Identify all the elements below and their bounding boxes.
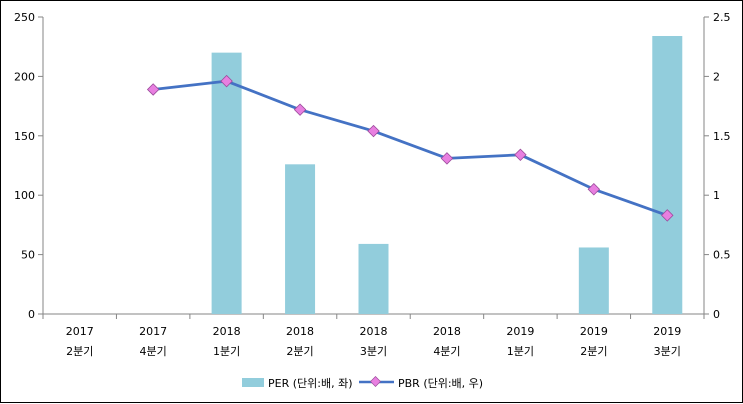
per-bar <box>211 52 242 314</box>
x-category-quarter: 3분기 <box>360 345 387 358</box>
y-right-tick-label: 0 <box>713 308 720 321</box>
y-right-tick-label: 1 <box>713 189 720 202</box>
x-category-year: 2019 <box>506 325 534 338</box>
legend-per-swatch <box>242 378 264 387</box>
y-right-tick-label: 2 <box>713 70 720 83</box>
legend-pbr-label: PBR (단위:배, 우) <box>398 377 483 390</box>
per-bars <box>211 36 683 315</box>
x-category-year: 2018 <box>433 325 461 338</box>
x-category-year: 2017 <box>66 325 94 338</box>
pbr-line-series <box>146 74 674 222</box>
x-category-year: 2018 <box>360 325 388 338</box>
pbr-point-marker <box>146 83 160 96</box>
per-bar <box>285 164 316 314</box>
y-right-tick-label: 2.5 <box>713 11 731 24</box>
legend: PER (단위:배, 좌) PBR (단위:배, 우) <box>242 376 483 390</box>
per-bar <box>652 36 683 315</box>
x-category-quarter: 2분기 <box>580 345 607 358</box>
y-left-tick-label: 100 <box>14 189 35 202</box>
legend-pbr-marker <box>370 376 381 387</box>
pbr-point-marker <box>440 152 454 165</box>
x-category-quarter: 1분기 <box>213 345 240 358</box>
y-left-tick-label: 0 <box>28 308 35 321</box>
y-left-tick-label: 50 <box>21 249 35 262</box>
x-category-quarter: 4분기 <box>433 345 460 358</box>
x-category-quarter: 3분기 <box>654 345 681 358</box>
x-category-year: 2019 <box>653 325 681 338</box>
pbr-point-marker <box>587 183 601 196</box>
pbr-point-marker <box>293 103 307 116</box>
x-category-quarter: 4분기 <box>140 345 167 358</box>
y-left-tick-label: 150 <box>14 130 35 143</box>
y-left-tick-label: 200 <box>14 70 35 83</box>
pbr-point-marker <box>220 74 233 88</box>
tick-labels: 0 50 100 150 200 250 0 0.5 1 1.5 2 2.5 2017 2분기 2017 4분… <box>14 11 731 358</box>
pbr-point-marker <box>367 124 380 138</box>
x-category-year: 2018 <box>213 325 241 338</box>
x-category-quarter: 2분기 <box>66 345 93 358</box>
x-category-year: 2017 <box>139 325 167 338</box>
x-category-quarter: 2분기 <box>286 345 313 358</box>
legend-per-label: PER (단위:배, 좌) <box>268 377 353 390</box>
pbr-line <box>153 79 668 217</box>
pbr-point-marker <box>514 148 527 162</box>
y-right-tick-label: 1.5 <box>713 130 731 143</box>
pbr-point-marker <box>661 209 674 222</box>
x-category-year: 2019 <box>580 325 608 338</box>
y-left-tick-label: 250 <box>14 11 35 24</box>
x-category-quarter: 1분기 <box>507 345 534 358</box>
y-right-tick-label: 0.5 <box>713 249 731 262</box>
per-bar <box>358 243 389 314</box>
per-bar <box>578 247 609 314</box>
x-category-year: 2018 <box>286 325 314 338</box>
